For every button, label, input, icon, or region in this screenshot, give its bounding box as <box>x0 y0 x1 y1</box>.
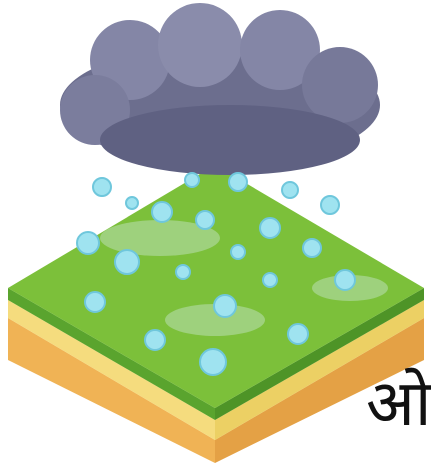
storm-cloud <box>60 3 380 175</box>
caption: ओ <box>366 372 431 436</box>
illustration: ओ <box>0 0 431 463</box>
